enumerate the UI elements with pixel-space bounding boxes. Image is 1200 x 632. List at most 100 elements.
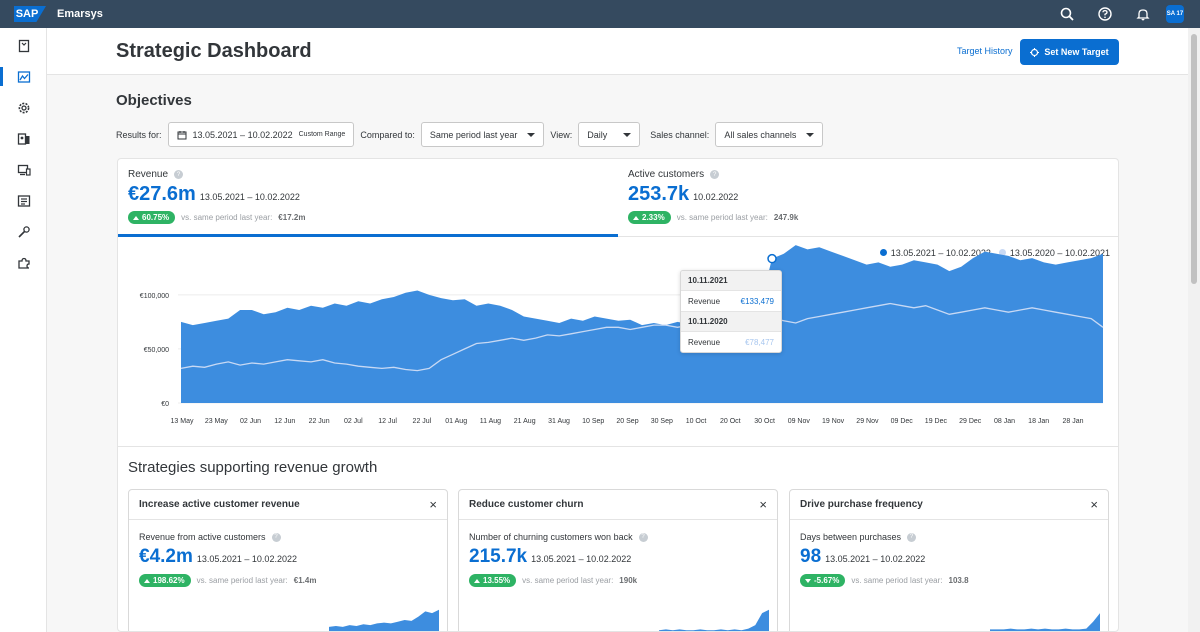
sidebar-item-devices[interactable] (0, 154, 47, 185)
sidebar-item-integrations[interactable] (0, 247, 47, 278)
kpi-active-customers[interactable]: Active customers ? 253.7k 10.02.2022 2.33… (618, 159, 1118, 237)
kpi-value-text: €27.6m (128, 183, 196, 205)
compared-to-value: Same period last year (429, 129, 518, 140)
help-icon[interactable] (1086, 0, 1124, 28)
previous-value: 103.8 (948, 576, 969, 585)
arrow-up-icon (144, 578, 150, 583)
close-icon[interactable]: × (429, 497, 437, 512)
legend-previous-label: 13.05.2020 – 10.02.2021 (1009, 248, 1110, 258)
legend-item-current[interactable]: 13.05.2021 – 10.02.2022 (879, 248, 991, 258)
date-range-picker[interactable]: 13.05.2021 – 10.02.2022 Custom Range (167, 122, 355, 147)
strategy-card-title: Reduce customer churn (469, 499, 584, 510)
forms-icon (17, 194, 30, 207)
sales-channel-select[interactable]: All sales channels (715, 122, 824, 147)
compared-to-label: Compared to: (360, 129, 415, 140)
strategy-card[interactable]: Drive purchase frequency × Days between pu… (789, 489, 1109, 631)
sidebar-item-tools[interactable] (0, 216, 47, 247)
x-tick-label: 02 Jul (344, 418, 363, 425)
top-actions: SA 17 (1048, 0, 1200, 28)
calendar-icon (177, 130, 187, 139)
arrow-down-icon (805, 578, 811, 583)
close-icon[interactable]: × (759, 497, 767, 512)
strategy-metric-value: 98 13.05.2021 – 10.02.2022 (800, 546, 925, 568)
strategy-card[interactable]: Reduce customer churn × Number of churning… (458, 489, 778, 631)
tooltip-value: €133,479 (740, 296, 774, 306)
x-tick-label: 12 Jul (378, 418, 397, 425)
kpi-revenue[interactable]: Revenue ? €27.6m 13.05.2021 – 10.02.2022 … (118, 159, 618, 237)
sparkline-area (329, 609, 439, 631)
tooltip-row-current: Revenue €133,479 (681, 291, 781, 312)
change-value: 198.62% (153, 576, 185, 585)
legend-current-label: 13.05.2021 – 10.02.2022 (890, 248, 991, 258)
vs-label: vs. same period last year: (196, 576, 288, 585)
previous-value: €1.4m (293, 576, 317, 585)
kpi-period: 10.02.2022 (693, 192, 739, 202)
y-tick-label: €50,000 (144, 347, 169, 354)
user-avatar[interactable]: SA 17 (1166, 5, 1184, 23)
info-icon[interactable]: ? (710, 170, 720, 179)
x-tick-label: 19 Dec (925, 418, 948, 425)
top-bar: SAP Emarsys SA 17 (0, 0, 1200, 28)
sidebar-item-forms[interactable] (0, 185, 47, 216)
strategy-comparison: 13.55% vs. same period last year: 190k (469, 574, 637, 587)
arrow-up-icon (633, 215, 639, 220)
change-value: 13.55% (483, 576, 511, 585)
tooltip-label: Revenue (688, 338, 721, 347)
kpi-value-text: 253.7k (628, 183, 690, 205)
sales-channel-label: Sales channel: (650, 129, 710, 140)
sidebar-item-settings[interactable] (0, 92, 47, 123)
strategies-title: Strategies supporting revenue growth (128, 459, 378, 476)
info-icon[interactable]: ? (271, 532, 281, 542)
strategy-card-title: Drive purchase frequency (800, 499, 923, 510)
revenue-chart[interactable]: €0 €50,000 €100,000 13 May 23 May 02 Jun 12 Ju… (118, 237, 1119, 442)
compared-to-select[interactable]: Same period last year (420, 122, 545, 147)
close-icon[interactable]: × (1090, 497, 1098, 512)
date-range-value: 13.05.2021 – 10.02.2022 (192, 129, 293, 140)
scrollbar-thumb[interactable] (1191, 34, 1197, 284)
results-for-label: Results for: (116, 129, 162, 140)
strategy-metric-label-text: Days between purchases (800, 532, 902, 542)
sidebar-item-dashboard[interactable] (0, 61, 47, 92)
info-icon[interactable]: ? (638, 532, 648, 542)
kpi-period: 13.05.2021 – 10.02.2022 (199, 192, 300, 202)
x-tick-label: 31 Aug (548, 418, 570, 425)
previous-value: 190k (619, 576, 638, 585)
puzzle-icon (17, 257, 30, 269)
chevron-down-icon (623, 132, 632, 137)
tools-icon (17, 225, 30, 238)
info-icon[interactable]: ? (174, 170, 184, 179)
strategy-sparkline (329, 609, 439, 631)
set-new-target-label: Set New Target (1044, 47, 1109, 57)
x-tick-label: 22 Jun (309, 418, 330, 425)
info-icon[interactable]: ? (907, 532, 917, 542)
strategy-card[interactable]: Increase active customer revenue × Revenue… (128, 489, 448, 631)
view-select[interactable]: Daily (578, 122, 641, 147)
page-scrollbar[interactable] (1188, 28, 1200, 632)
sidebar-item-contacts[interactable] (0, 123, 47, 154)
strategy-comparison: -5.67% vs. same period last year: 103.8 (800, 574, 969, 587)
vs-label: vs. same period last year: (851, 576, 943, 585)
x-tick-label: 18 Jan (1028, 418, 1049, 425)
change-badge: 2.33% (628, 211, 671, 224)
legend-item-previous[interactable]: 13.05.2020 – 10.02.2021 (998, 248, 1110, 258)
target-history-link[interactable]: Target History (957, 46, 1013, 56)
strategy-card-header: Drive purchase frequency × (790, 490, 1108, 520)
x-tick-label: 21 Aug (514, 418, 536, 425)
notification-bell-icon[interactable] (1124, 0, 1162, 28)
strategy-metric-period: 13.05.2021 – 10.02.2022 (196, 554, 297, 564)
page-header: Strategic Dashboard Target History Set N… (47, 28, 1188, 75)
search-icon[interactable] (1048, 0, 1086, 28)
chart-legend: 13.05.2021 – 10.02.2022 13.05.2020 – 10.… (879, 248, 1110, 258)
app-name: Emarsys (57, 8, 103, 20)
strategy-card-header: Increase active customer revenue × (129, 490, 447, 520)
strategy-metric-value: 215.7k 13.05.2021 – 10.02.2022 (469, 546, 631, 568)
x-tick-label: 01 Aug (445, 418, 467, 425)
x-tick-label: 23 May (205, 418, 228, 425)
sidebar-item-bookmarks[interactable] (0, 30, 47, 61)
kpi-value: €27.6m 13.05.2021 – 10.02.2022 (128, 183, 300, 206)
sap-logo[interactable]: SAP (14, 6, 46, 22)
change-badge: -5.67% (800, 574, 846, 587)
x-tick-label: 09 Dec (891, 418, 914, 425)
set-new-target-button[interactable]: Set New Target (1020, 39, 1119, 65)
tooltip-row-previous: Revenue €78,477 (681, 332, 781, 352)
